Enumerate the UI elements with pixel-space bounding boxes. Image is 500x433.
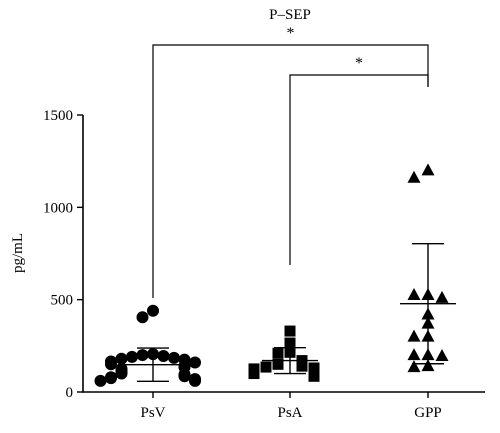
point-gpp <box>435 348 449 361</box>
point-psa <box>284 325 296 337</box>
x-tick-label: GPP <box>414 405 442 421</box>
point-psa <box>248 368 260 380</box>
y-axis-label: pg/mL <box>10 233 26 273</box>
point-psv <box>189 356 201 369</box>
x-tick-label: PsV <box>140 405 165 421</box>
point-psv <box>105 372 117 385</box>
point-gpp <box>407 288 421 301</box>
significance-bracket <box>289 74 429 265</box>
significance-label: * <box>287 25 295 42</box>
point-gpp <box>421 163 435 176</box>
point-psv <box>157 349 170 362</box>
error-bars <box>125 243 456 382</box>
point-psa <box>272 347 284 359</box>
y-tick-label: 1000 <box>43 200 73 216</box>
point-psv <box>136 311 149 324</box>
x-tick-label: PsA <box>277 405 302 421</box>
point-psa <box>260 361 272 373</box>
point-psa <box>296 360 308 372</box>
significance-brackets: ** <box>152 25 429 298</box>
point-psv <box>94 374 107 387</box>
point-psv <box>115 352 128 365</box>
y-tick-label: 500 <box>51 293 74 309</box>
point-psa <box>308 362 320 374</box>
point-gpp <box>421 359 435 372</box>
axes: 0 500 1000 1500 PsV PsA GPP <box>43 108 485 421</box>
point-psa <box>272 358 284 370</box>
point-gpp <box>407 360 421 373</box>
point-psv <box>178 370 191 383</box>
y-tick-label: 0 <box>66 385 74 401</box>
point-psa <box>308 370 320 382</box>
y-tick-label: 1500 <box>43 108 73 124</box>
point-gpp <box>407 329 421 342</box>
point-psa <box>284 337 296 349</box>
point-psv <box>168 351 180 364</box>
significance-bracket <box>152 44 429 298</box>
point-gpp <box>407 348 421 361</box>
point-psv <box>147 304 159 317</box>
point-psv <box>105 358 117 371</box>
point-gpp <box>435 290 449 303</box>
point-psv <box>136 349 149 362</box>
point-psv <box>115 367 128 380</box>
point-psv <box>189 374 201 387</box>
point-gpp <box>407 170 421 183</box>
data-points <box>94 163 449 387</box>
chart-title: P–SEP <box>269 7 311 23</box>
significance-label: * <box>355 55 363 72</box>
point-psv <box>126 350 138 363</box>
